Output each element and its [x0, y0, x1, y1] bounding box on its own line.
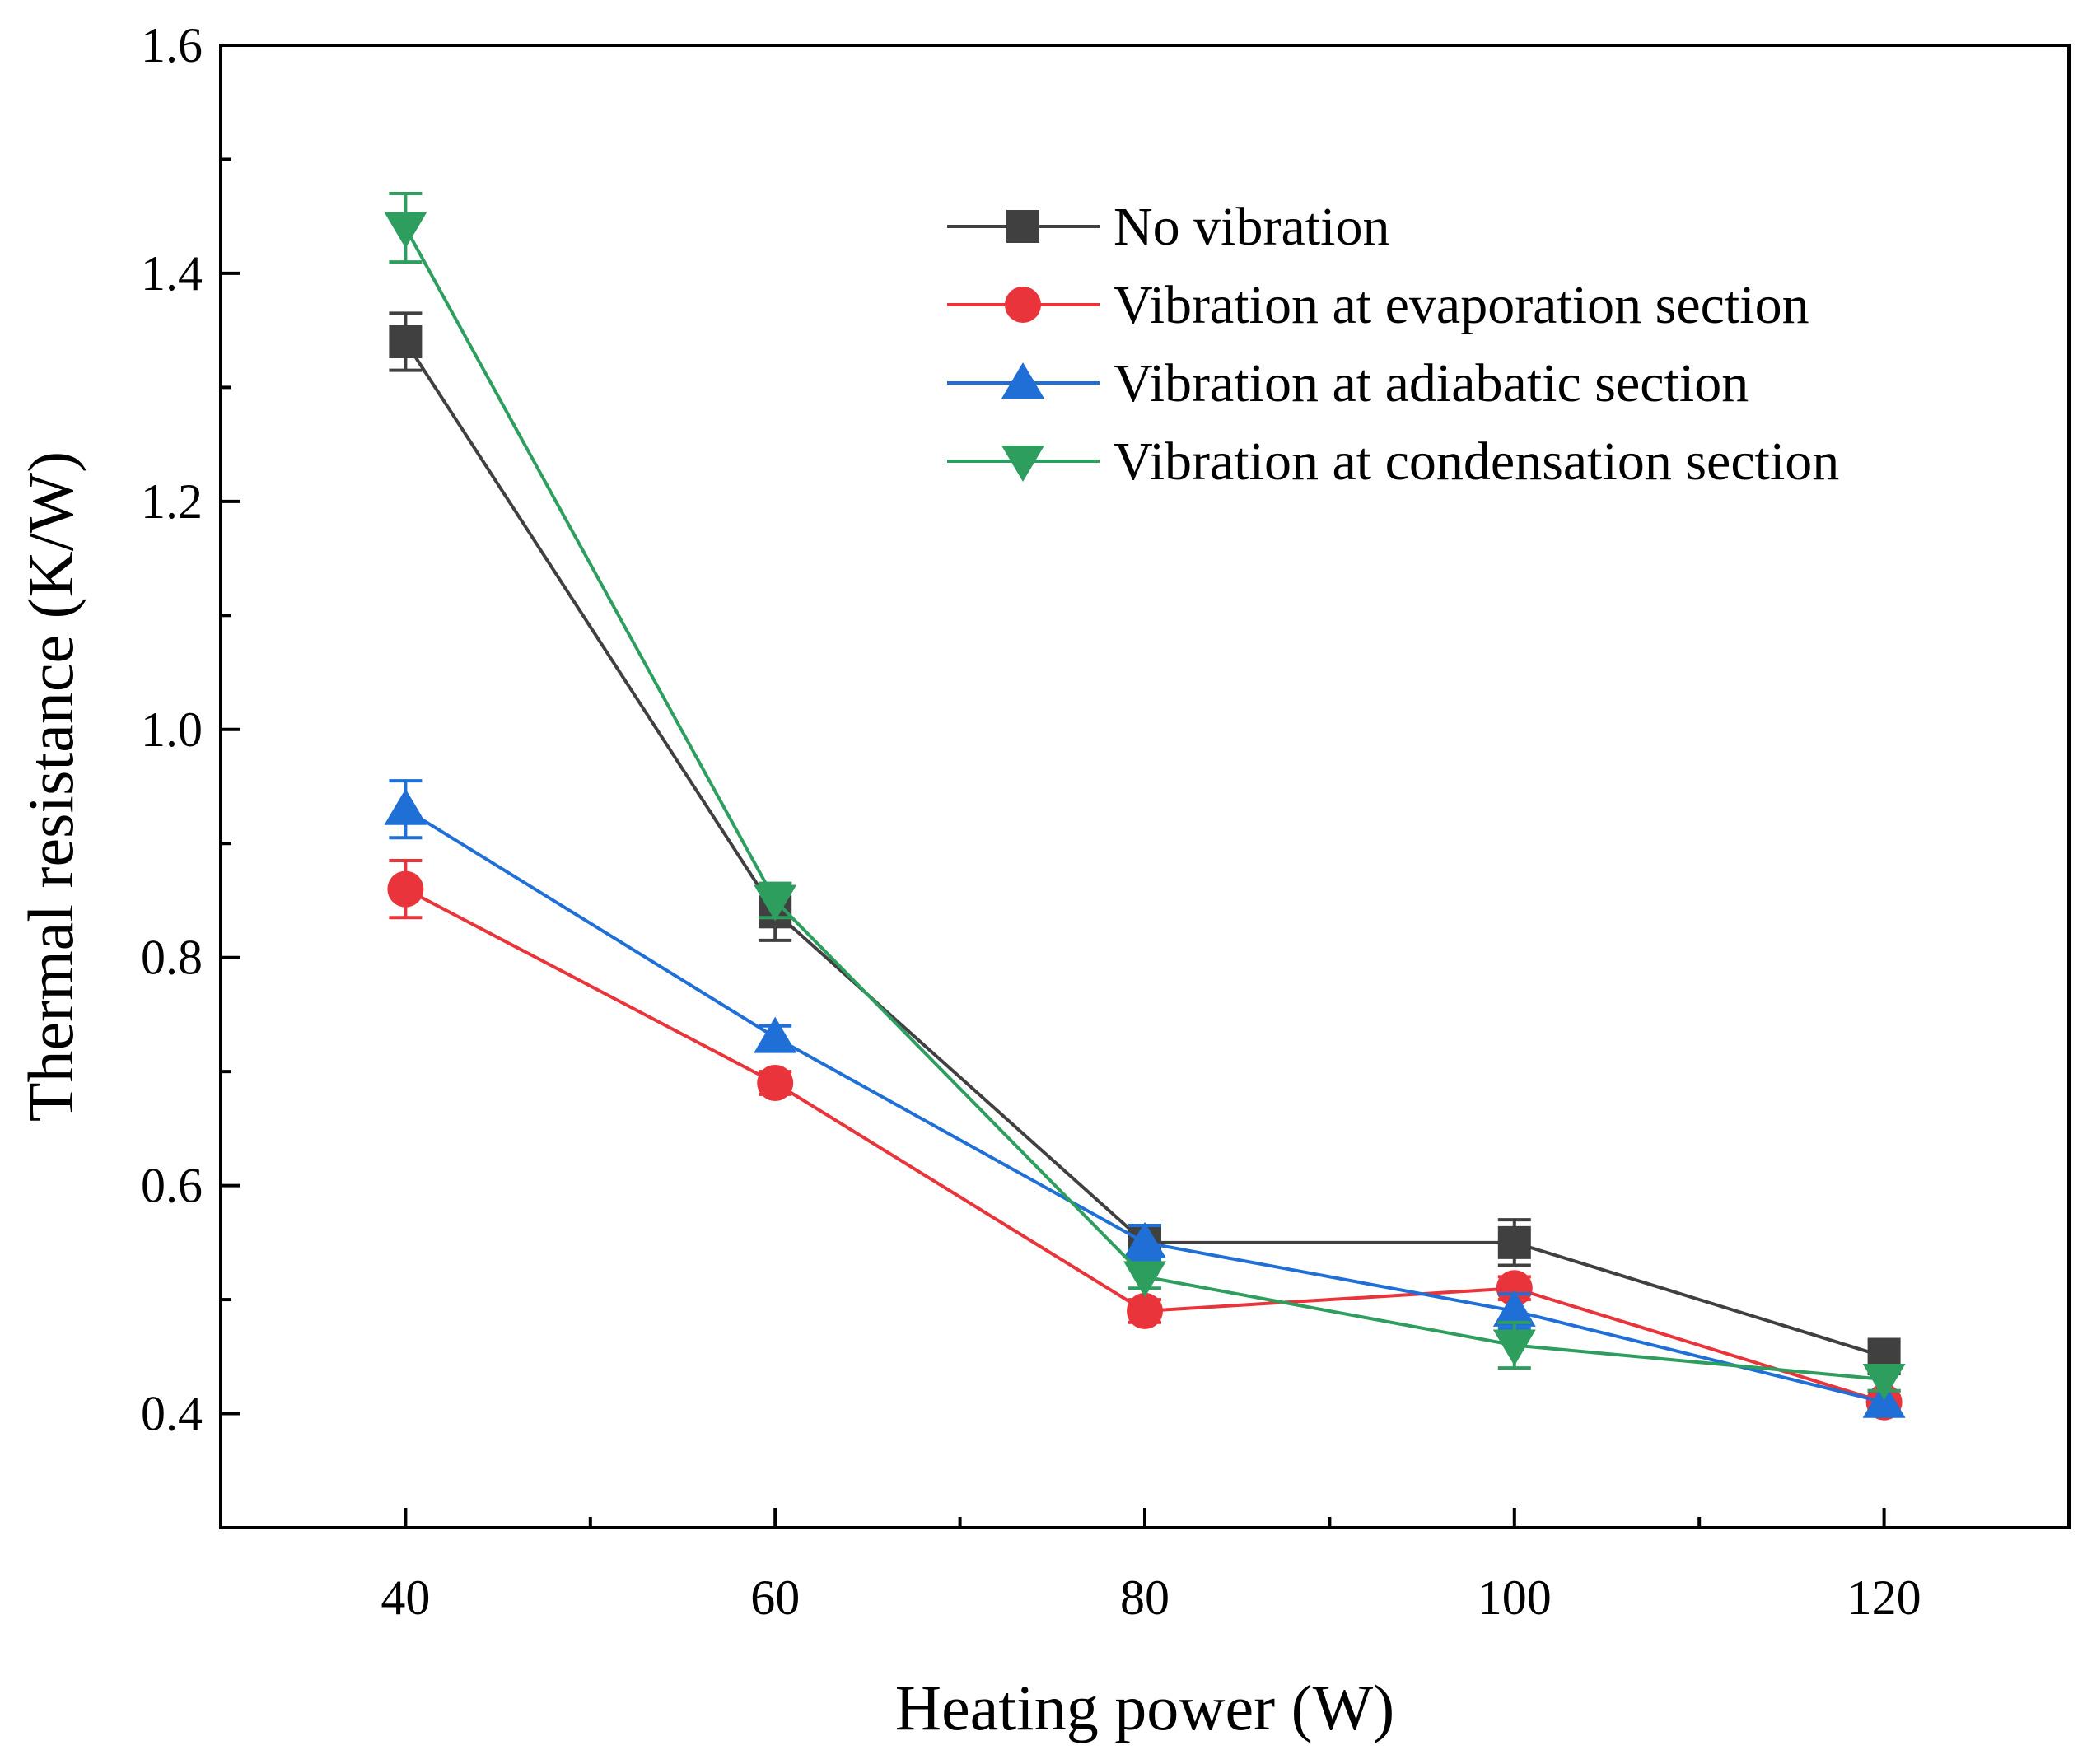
x-axis-ticks: 40 60 80 100 120 — [381, 1508, 1921, 1625]
legend-label: Vibration at adiabatic section — [1114, 353, 1749, 413]
series-2 — [387, 859, 1903, 1421]
data-point — [1862, 1364, 1906, 1400]
series-line — [404, 340, 1885, 1359]
series-4 — [384, 192, 1906, 1400]
y-axis-ticks: 0.4 0.6 0.8 1.0 1.2 1.4 1.6 — [141, 18, 240, 1441]
data-point — [387, 870, 424, 908]
y-tick-label: 1.4 — [141, 246, 203, 301]
legend-marker — [1001, 446, 1044, 482]
x-tick-label: 80 — [1120, 1570, 1170, 1625]
x-axis-title: Heating power (W) — [895, 1672, 1394, 1743]
data-point — [384, 212, 427, 249]
data-point — [1123, 1261, 1166, 1298]
y-tick-label: 1.0 — [141, 702, 203, 757]
legend-entry-4: Vibration at condensation section — [947, 432, 1839, 492]
data-point — [754, 884, 797, 922]
data-point — [1123, 1221, 1166, 1258]
y-tick-label: 0.8 — [141, 931, 203, 985]
data-point — [1497, 1225, 1531, 1259]
y-axis-title: Thermal resistance (K/W) — [15, 451, 86, 1122]
legend-entry-1: No vibration — [947, 197, 1389, 257]
data-point — [1492, 1290, 1536, 1327]
legend-marker — [1006, 210, 1039, 243]
legend-label: Vibration at condensation section — [1114, 432, 1839, 492]
data-point — [389, 325, 423, 358]
legend: No vibration Vibration at evaporation sec… — [947, 197, 1839, 492]
y-tick-label: 1.2 — [141, 474, 203, 529]
x-tick-label: 40 — [381, 1570, 430, 1625]
y-tick-label: 0.6 — [141, 1159, 203, 1213]
data-point — [1127, 1292, 1163, 1329]
legend-label: No vibration — [1114, 197, 1389, 257]
legend-label: Vibration at evaporation section — [1114, 275, 1809, 335]
data-point — [1496, 1270, 1533, 1307]
legend-marker — [1001, 362, 1044, 399]
data-point — [754, 1016, 797, 1053]
legend-entry-3: Vibration at adiabatic section — [947, 353, 1749, 413]
series-layer — [384, 192, 1906, 1421]
data-point — [384, 788, 427, 825]
y-tick-label: 1.6 — [141, 18, 203, 72]
x-tick-label: 120 — [1847, 1570, 1921, 1625]
y-tick-label: 0.4 — [141, 1387, 203, 1441]
series-3 — [384, 779, 1906, 1418]
legend-entry-2: Vibration at evaporation section — [947, 275, 1809, 335]
data-point — [757, 1065, 794, 1101]
legend-marker — [1005, 287, 1041, 323]
x-tick-label: 100 — [1478, 1570, 1552, 1625]
x-tick-label: 60 — [750, 1570, 800, 1625]
data-point — [1492, 1329, 1536, 1366]
